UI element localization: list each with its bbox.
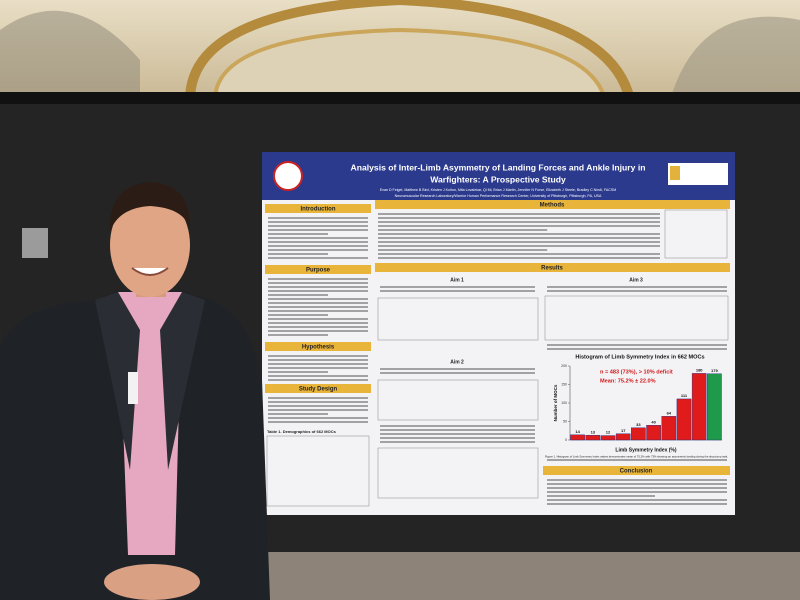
logo: [273, 161, 303, 191]
poster-header: [262, 152, 735, 200]
hands: [104, 564, 200, 600]
bar-label: 40: [651, 419, 656, 424]
x-axis-label: Limb Symmetry Index (%): [615, 447, 676, 453]
aim-title: Aim 2: [450, 359, 464, 365]
annotation: Mean: 75.2% ± 22.0%: [600, 378, 656, 384]
section-title: Hypothesis: [302, 345, 335, 351]
aim-title: Aim 1: [450, 277, 464, 283]
section-header: [543, 466, 730, 475]
bar-label: 179: [711, 368, 718, 373]
bar: [585, 434, 601, 441]
bar-label: 111: [681, 393, 688, 398]
section-header: [375, 200, 730, 209]
lapel: [160, 292, 205, 470]
hair: [109, 182, 191, 232]
y-tick-label: 50: [563, 419, 567, 423]
figure-caption: Figure 1. Histogram of Limb Symmetry Ind…: [545, 455, 728, 459]
section-title: Methods: [540, 203, 565, 209]
bar-label: 17: [621, 428, 626, 433]
bar: [707, 373, 722, 441]
poster-affiliation: Neuromuscular Research Laboratory/Warrio…: [395, 194, 602, 198]
y-tick-label: 0: [565, 438, 567, 442]
bar-label: 14: [575, 429, 580, 434]
person: [0, 182, 270, 600]
bar-label: 64: [667, 410, 672, 415]
board-frame: [0, 92, 800, 104]
lapel: [95, 292, 140, 470]
poster-title: Warfighters: A Prospective Study: [430, 174, 566, 184]
bar: [615, 433, 631, 441]
bar: [646, 425, 661, 441]
section-header: [265, 265, 371, 274]
logo: [668, 163, 728, 185]
bar: [570, 434, 585, 441]
y-axis-label: Number of MOCs: [553, 384, 558, 421]
annotation: n = 483 (73%), > 10% deficit: [600, 369, 673, 375]
smile: [131, 267, 169, 276]
name-badge: [128, 372, 138, 404]
y-tick-label: 100: [561, 401, 567, 405]
section-header: [265, 384, 371, 393]
table: [377, 447, 539, 499]
section-title: Study Design: [299, 387, 338, 393]
bar-label: 180: [696, 367, 703, 372]
aim-title: Aim 3: [629, 277, 643, 283]
table: [377, 379, 539, 421]
section-title: Introduction: [301, 207, 336, 213]
pin-bag: [22, 228, 48, 258]
arch: [670, 16, 800, 100]
bar: [676, 398, 692, 441]
poster: Analysis of Inter-Limb Asymmetry of Land…: [262, 152, 735, 515]
face: [110, 193, 190, 297]
table: [266, 435, 370, 507]
arch: [213, 27, 607, 101]
logo: [670, 166, 680, 180]
bar: [631, 427, 646, 441]
section-header: [265, 342, 371, 351]
bar-label: 13: [591, 429, 596, 434]
poster-title: Analysis of Inter-Limb Asymmetry of Land…: [351, 162, 646, 172]
table: [377, 297, 539, 341]
section-header: [265, 204, 371, 213]
section-header: [375, 263, 730, 272]
figure: [664, 209, 728, 259]
table-title: Table 1. Demographics of 662 MOCs: [267, 429, 337, 434]
floor: [220, 552, 800, 600]
section-title: Purpose: [306, 268, 331, 274]
y-tick-label: 150: [561, 382, 567, 386]
section-title: Results: [541, 266, 563, 272]
poster-authors: Evan D Feigel, Matthew B Bird, Kristen J…: [380, 188, 616, 192]
bar-label: 33: [636, 422, 641, 427]
histogram-title: Histogram of Limb Symmetry Index in 662 …: [575, 354, 704, 360]
arch: [0, 10, 140, 101]
bar-label: 12: [606, 430, 611, 435]
arch: [185, 0, 635, 102]
bar: [661, 416, 677, 441]
y-tick-label: 200: [561, 364, 567, 368]
bar: [600, 435, 616, 441]
section-title: Conclusion: [620, 469, 653, 475]
table: [544, 295, 729, 341]
bar: [691, 373, 707, 441]
